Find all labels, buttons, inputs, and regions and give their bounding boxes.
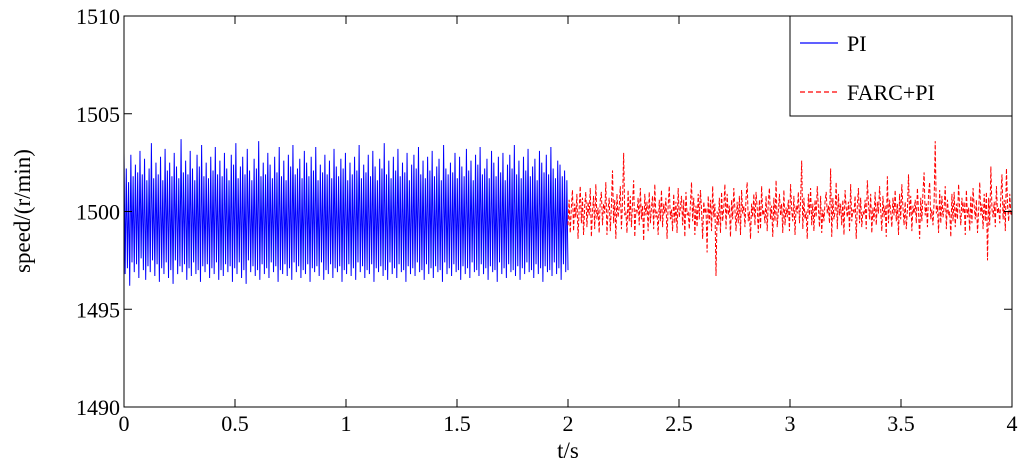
x-tick-labels: 0 0.5 1 1.5 2 2.5 3 3.5 4 [119,411,1018,436]
y-tick-label: 1500 [76,200,120,225]
y-tick-label: 1510 [76,4,120,29]
x-tick-label: 4 [1007,411,1018,436]
x-tick-label: 1.5 [443,411,471,436]
legend-box [789,15,1013,117]
series-line-pi [123,139,569,286]
y-tick-label: 1505 [76,102,120,127]
y-tick-labels: 1490 1495 1500 1505 1510 [76,4,120,420]
legend-label-farc-pi: FARC+PI [847,80,935,105]
x-tick-label: 0.5 [221,411,249,436]
x-axis-title: t/s [557,438,579,463]
x-tick-label: 2 [563,411,574,436]
x-tick-label: 2.5 [665,411,693,436]
x-tick-label: 3 [785,411,796,436]
y-tick-label: 1495 [76,297,120,322]
legend: PI FARC+PI [789,15,1013,117]
plot-lines [123,139,1013,286]
x-tick-label: 0 [119,411,130,436]
y-axis-title: speed/(r/min) [10,149,35,273]
y-tick-label: 1490 [76,395,120,420]
x-tick-label: 1 [341,411,352,436]
x-tick-label: 3.5 [887,411,915,436]
series-line-farc-pi [567,141,1013,277]
legend-label-pi: PI [847,31,867,56]
